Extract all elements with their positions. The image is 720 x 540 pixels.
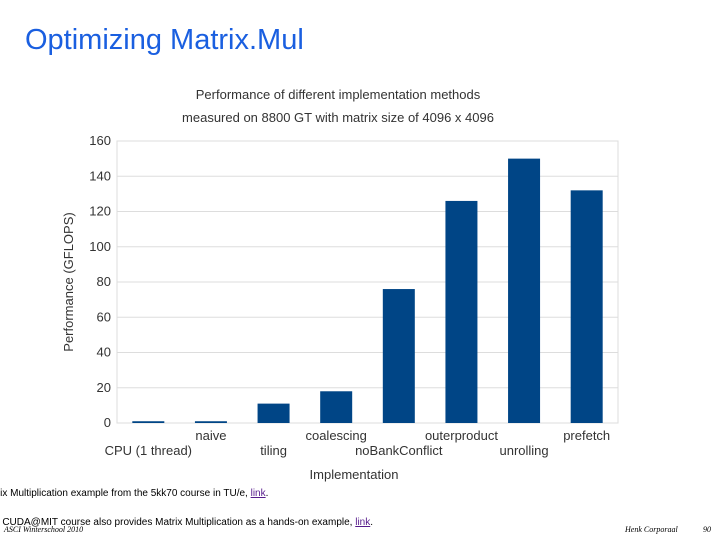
bar-nobankconflict (382, 289, 415, 423)
y-tick-label: 160 (89, 133, 111, 148)
note-line-2: e CUDA@MIT course also provides Matrix M… (0, 517, 373, 528)
footer-author: Henk Corporaal (625, 525, 678, 534)
x-tick-label: unrolling (499, 443, 548, 458)
chart-subtitle: measured on 8800 GT with matrix size of … (182, 110, 494, 125)
bar-coalescing (320, 391, 353, 423)
x-tick-labels: CPU (1 thread)naive tiling coalescingnoBan… (105, 428, 611, 458)
bar-naive (194, 421, 227, 423)
y-tick-labels: 0 20 40 60 80 100 120 140 160 (89, 133, 111, 430)
note-1-text: trix Multiplication example from the 5kk… (0, 488, 251, 499)
y-tick-label: 60 (97, 309, 111, 324)
y-axis-label: Performance (GFLOPS) (61, 212, 76, 351)
bars (132, 158, 603, 423)
slide-title: Optimizing Matrix.Mul (25, 24, 304, 56)
footer-page-number: 90 (703, 525, 711, 534)
y-tick-label: 140 (89, 168, 111, 183)
x-tick-label: outerproduct (425, 428, 498, 443)
x-tick-label: naive (195, 428, 226, 443)
y-tick-label: 0 (104, 415, 111, 430)
bar-outerproduct (445, 200, 478, 423)
y-tick-label: 100 (89, 239, 111, 254)
note-line-1: trix Multiplication example from the 5kk… (0, 488, 268, 499)
grid-lines (116, 140, 619, 424)
y-tick-label: 20 (97, 380, 111, 395)
x-tick-label: coalescing (305, 428, 366, 443)
y-tick-label: 80 (97, 274, 111, 289)
note-1-link[interactable]: link (250, 488, 266, 499)
chart-title: Performance of different implementation … (196, 87, 481, 102)
bar-prefetch (570, 190, 603, 423)
note-2-link[interactable]: link (355, 517, 371, 528)
y-tick-label: 40 (97, 345, 111, 360)
bar-unrolling (508, 158, 541, 423)
y-tick-label: 120 (89, 204, 111, 219)
note-2-text: e CUDA@MIT course also provides Matrix M… (0, 517, 356, 528)
note-2-tail: . (370, 517, 374, 528)
x-tick-label: noBankConflict (355, 443, 443, 458)
x-axis-label: Implementation (310, 467, 399, 482)
x-tick-label: CPU (1 thread) (105, 443, 192, 458)
bar-chart: Performance of different implementation … (61, 87, 619, 482)
x-tick-label: tiling (260, 443, 287, 458)
x-tick-label: prefetch (563, 428, 610, 443)
footer-event: ASCI Winterschool 2010 (4, 525, 84, 534)
bar-tiling (257, 403, 290, 423)
note-1-tail: . (265, 488, 269, 499)
bar-cpu-1-thread (132, 421, 165, 423)
